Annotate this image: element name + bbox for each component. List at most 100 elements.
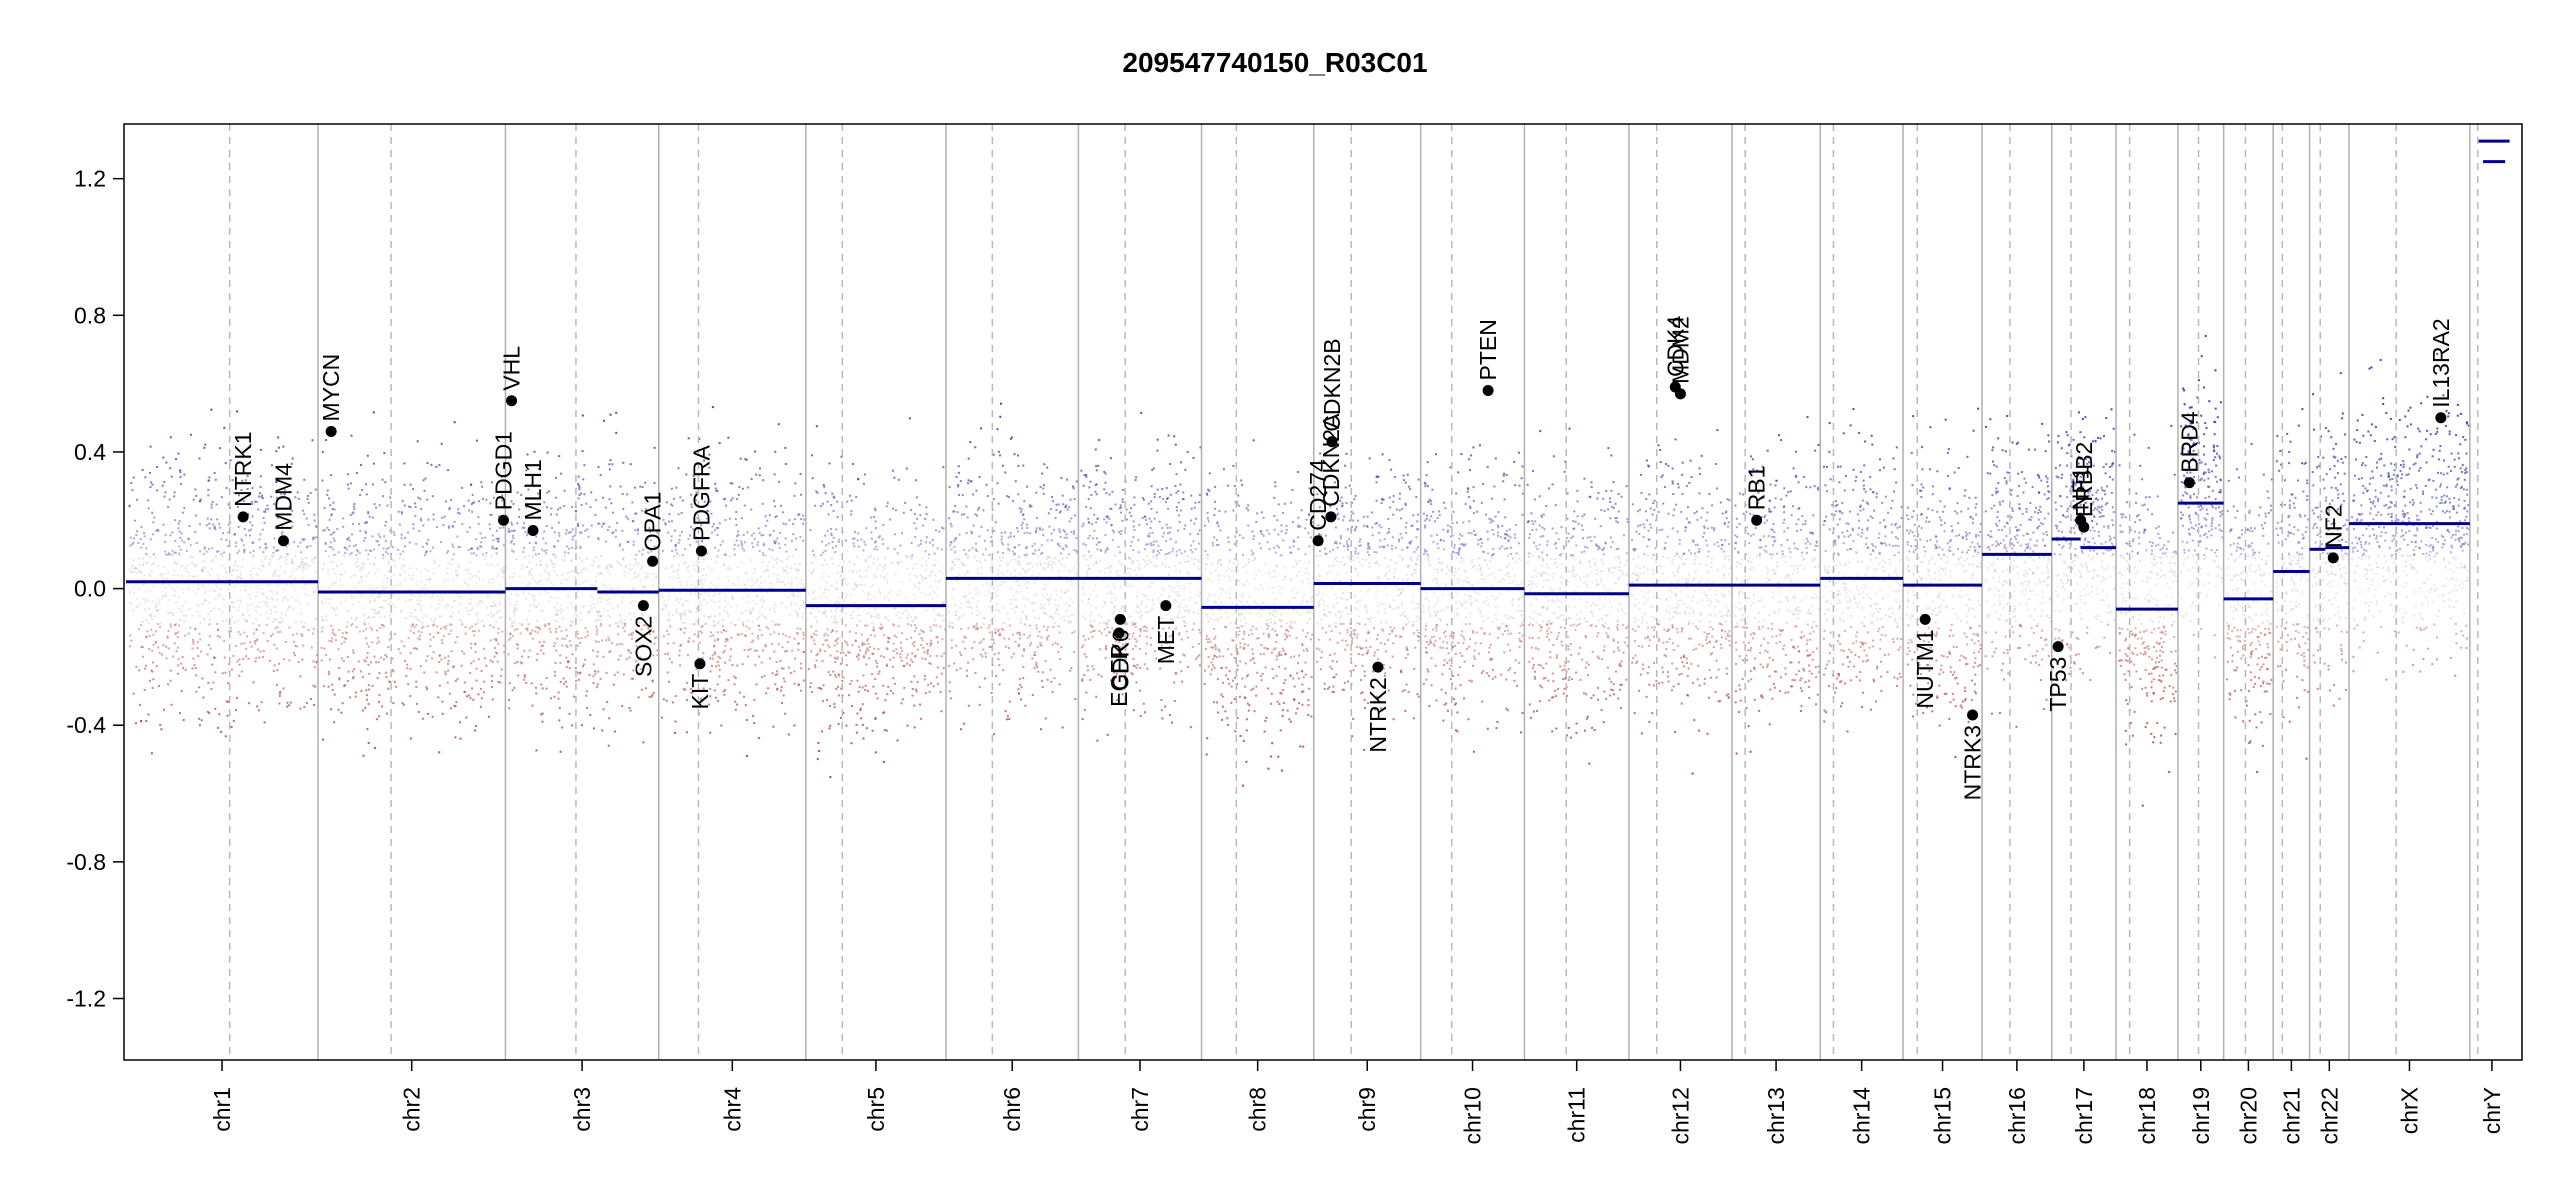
probe-point [768,514,771,517]
probe-point [710,631,713,634]
probe-point [1033,595,1036,597]
probe-point [601,729,604,732]
probe-point [609,413,612,416]
probe-point [312,561,315,564]
probe-point [275,549,278,552]
probe-point [480,481,483,484]
probe-point [196,610,199,613]
probe-point [741,517,743,520]
probe-point [169,553,172,556]
probe-point [672,576,675,579]
probe-point [223,426,226,429]
probe-point [497,540,499,543]
probe-point [811,549,814,552]
probe-point [1035,593,1038,596]
probe-point [581,560,584,563]
probe-point [366,642,369,645]
probe-point [979,653,982,656]
probe-point [728,659,731,662]
probe-point [701,583,704,586]
probe-point [1009,573,1012,576]
probe-point [939,625,942,628]
probe-point [338,583,341,586]
probe-point [610,587,613,590]
probe-point [689,593,692,596]
probe-point [623,619,626,622]
probe-point [357,564,360,567]
probe-point [906,653,909,656]
probe-point [201,570,204,573]
probe-point [1051,691,1054,694]
probe-point [391,558,394,561]
probe-point [478,577,480,580]
probe-point [473,634,476,637]
probe-point [1001,556,1004,559]
probe-point [536,653,539,655]
probe-point [605,639,608,642]
probe-point [261,494,264,497]
probe-point [286,553,289,555]
probe-point [706,601,708,604]
probe-point [586,630,589,633]
probe-point [824,585,827,588]
probe-point [225,539,228,541]
probe-point [1105,623,1108,625]
probe-point [521,623,524,626]
probe-point [187,538,190,541]
probe-point [267,617,270,620]
probe-point [493,655,496,658]
probe-point [1074,514,1077,517]
probe-point [676,608,678,611]
probe-point [861,643,864,646]
probe-point [827,589,830,592]
probe-point [173,561,176,564]
probe-point [540,609,543,612]
probe-point [836,622,839,625]
probe-point [899,641,902,644]
probe-point [1055,590,1058,593]
probe-point [940,655,943,658]
probe-point [377,592,380,595]
probe-point [255,628,258,631]
probe-point [584,529,587,532]
probe-point [511,621,513,624]
probe-point [999,634,1002,637]
probe-point [480,600,483,603]
probe-point [266,504,269,507]
probe-point [824,588,827,591]
probe-point [609,583,612,586]
probe-point [1015,592,1018,595]
probe-point [573,695,576,698]
probe-point [623,570,626,573]
probe-point [149,445,152,448]
probe-point [601,525,603,528]
probe-point [870,598,873,601]
probe-point [567,593,570,596]
probe-point [966,605,969,608]
probe-point [690,583,693,586]
probe-point [913,593,916,596]
probe-point [555,649,558,652]
probe-point [278,702,281,705]
probe-point [195,494,198,497]
probe-point [1016,590,1019,593]
probe-point [933,552,936,555]
probe-point [262,594,265,597]
probe-point [737,576,740,579]
probe-point [160,653,163,656]
probe-point [825,596,828,599]
probe-point [325,439,328,441]
probe-point [777,423,780,426]
probe-point [373,600,376,603]
probe-point [1087,537,1090,540]
probe-point [966,571,969,574]
probe-point [481,498,484,500]
probe-point [611,531,614,534]
probe-point [169,467,172,470]
probe-point [511,576,514,579]
probe-point [194,628,197,631]
probe-point [388,614,391,617]
probe-point [373,655,376,658]
probe-point [749,612,752,615]
probe-point [780,689,782,692]
